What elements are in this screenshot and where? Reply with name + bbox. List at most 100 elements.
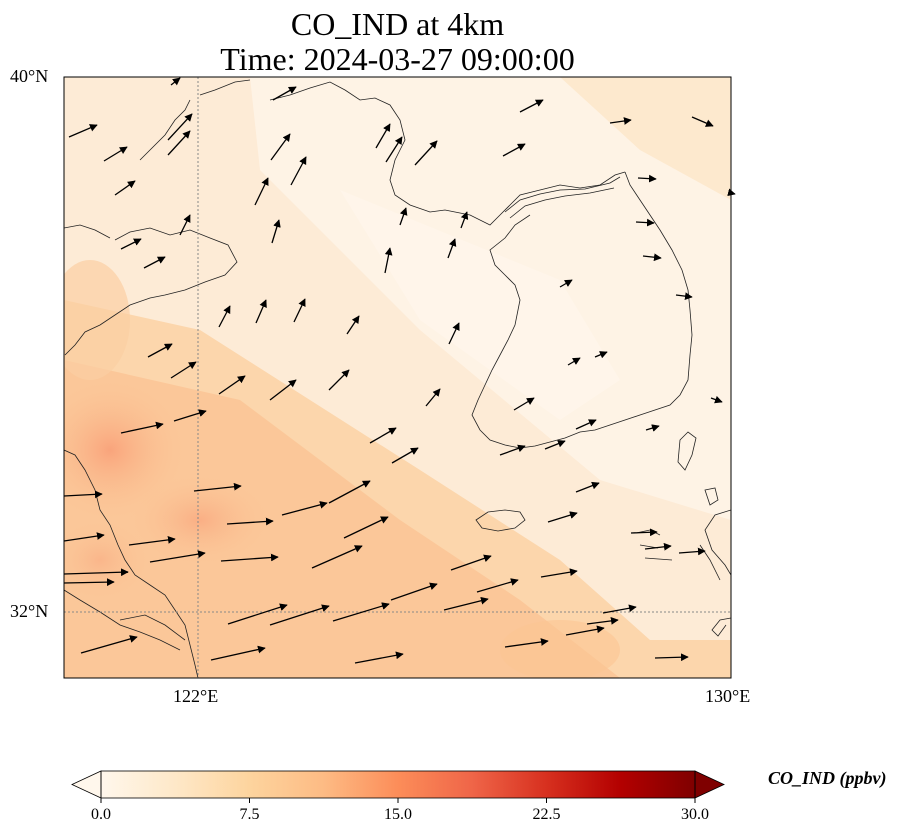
wind-arrow: [691, 116, 714, 127]
wind-arrow: [269, 604, 330, 626]
wind-arrow: [272, 86, 297, 101]
wind-arrow: [311, 545, 363, 569]
wind-arrow: [226, 517, 274, 526]
colorbar-extend-max: [694, 770, 725, 799]
lon-label-122e: 122°E: [173, 686, 219, 706]
wind-arrow: [354, 651, 404, 664]
wind-arrow: [271, 219, 281, 244]
wind-arrow: [375, 123, 391, 149]
lon-label-130e: 130°E: [705, 686, 751, 706]
wind-arrow: [114, 180, 136, 196]
wind-arrow: [328, 369, 350, 391]
wind-arrow: [460, 211, 469, 229]
wind-arrow: [290, 156, 307, 186]
wind-arrow: [637, 174, 657, 183]
lat-label-40n: 40°N: [10, 66, 49, 86]
wind-arrow: [170, 361, 197, 379]
wind-arrow: [281, 501, 328, 516]
wind-arrow: [173, 409, 207, 422]
wind-arrow: [293, 298, 306, 323]
wind-arrow: [559, 279, 573, 288]
wind-arrow: [143, 256, 166, 269]
wind-arrow: [513, 397, 535, 411]
wind-arrow: [346, 315, 360, 335]
wind-arrow: [567, 357, 581, 366]
wind-arrow: [448, 322, 460, 345]
coastlines: [64, 79, 731, 678]
wind-arrow: [63, 578, 115, 587]
wind-arrow: [547, 511, 578, 523]
wind-arrow: [270, 133, 291, 161]
wind-arrow: [499, 444, 526, 456]
wind-arrow: [149, 550, 206, 563]
wind-arrow: [63, 532, 105, 542]
colorbar-tick: 7.5: [239, 806, 260, 823]
colorbar-tick: 22.5: [532, 806, 561, 823]
lat-label-32n: 32°N: [10, 601, 49, 621]
wind-arrow: [369, 427, 397, 444]
wind-arrow: [630, 528, 658, 537]
wind-arrow: [128, 536, 176, 546]
colorbar-extend-min: [71, 770, 102, 799]
wind-arrow: [710, 395, 723, 404]
wind-arrow: [675, 292, 693, 300]
colorbar-gradient: [101, 771, 695, 798]
wind-arrow: [399, 207, 408, 226]
wind-arrow: [544, 439, 566, 450]
wind-arrow: [502, 143, 526, 157]
wind-arrow: [179, 214, 191, 236]
wind-arrow: [642, 253, 662, 262]
wind-arrow: [678, 547, 706, 556]
wind-arrow: [63, 568, 129, 577]
wind-arrow: [450, 554, 492, 571]
wind-arrow: [227, 603, 288, 625]
wind-arrow: [443, 596, 489, 611]
wind-arrow: [167, 130, 191, 156]
wind-arrow: [602, 604, 637, 614]
wind-arrow: [645, 424, 660, 432]
wind-arrow: [384, 247, 393, 274]
wind-arrow: [594, 351, 608, 359]
concentration-field: [64, 77, 731, 678]
wind-arrow: [654, 653, 689, 662]
graticule: [64, 77, 731, 678]
wind-arrow: [218, 375, 246, 395]
wind-arrow: [63, 490, 103, 499]
wind-arrow: [565, 625, 605, 636]
wind-arrow: [519, 99, 544, 113]
wind-arrow: [635, 218, 655, 227]
colorbar-label: CO_IND (ppbv): [768, 768, 887, 788]
wind-vectors: [63, 77, 736, 664]
wind-arrow: [269, 379, 297, 401]
wind-arrow: [103, 146, 128, 162]
wind-arrow: [147, 343, 173, 358]
wind-arrow: [343, 516, 389, 539]
wind-arrow: [218, 305, 231, 328]
wind-arrow: [68, 124, 98, 138]
wind-arrow: [504, 638, 549, 648]
wind-arrow: [540, 568, 578, 578]
wind-arrow: [170, 77, 181, 86]
wind-arrow: [425, 388, 441, 407]
wind-arrow: [255, 299, 267, 324]
colorbar-tick: 15.0: [384, 806, 412, 823]
wind-arrow: [447, 238, 457, 259]
colorbar-tick: 30.0: [681, 806, 709, 823]
wind-arrow: [586, 617, 619, 625]
wind-arrow: [391, 447, 419, 464]
wind-arrow: [414, 140, 438, 166]
map-title-line1: CO_IND at 4km: [290, 6, 505, 42]
wind-arrow: [575, 481, 600, 493]
wind-arrow: [254, 177, 269, 206]
wind-arrow: [80, 635, 138, 654]
wind-arrow: [120, 421, 164, 434]
wind-arrow: [727, 188, 736, 197]
wind-arrow: [476, 578, 519, 593]
wind-arrow: [120, 238, 142, 250]
wind-arrow: [220, 553, 279, 562]
wind-arrow: [575, 419, 597, 430]
colorbar: [71, 770, 725, 803]
wind-arrow: [210, 645, 266, 661]
map-title-line2: Time: 2024-03-27 09:00:00: [220, 41, 575, 77]
